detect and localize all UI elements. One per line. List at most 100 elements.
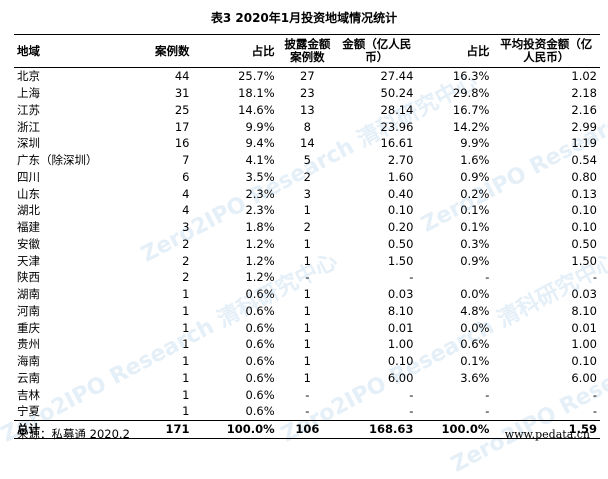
cell-amount-share: 9.9% [460,136,490,151]
cell-amount-share: - [485,404,490,419]
cell-disclosed-cases: 1 [303,370,311,385]
cell-amount: 16.61 [380,136,414,151]
cell-amount-share: 0.1% [460,203,490,218]
cell-avg-amount: 1.02 [571,69,597,84]
cell-region: 四川 [17,169,40,184]
cell-amount: 0.50 [387,236,414,251]
cell-cases: 1 [182,354,190,369]
cell-cases: 1 [182,303,190,318]
cell-case-share: 0.6% [245,387,275,402]
table-row: 湖北 4 2.3% 1 0.10 0.1% 0.10 [14,202,600,219]
cell-cases: 6 [182,169,190,184]
cell-disclosed-cases: 1 [303,253,311,268]
cell-avg-amount: - [592,404,597,419]
table-row: 贵州 1 0.6% 1 1.00 0.6% 1.00 [14,336,600,353]
cell-region: 福建 [17,220,40,235]
cell-disclosed-cases: 1 [303,287,311,302]
cell-case-share: 0.6% [245,354,275,369]
cell-avg-amount: 8.10 [571,303,597,318]
cell-cases: 1 [182,287,190,302]
table-row: 深圳 16 9.4% 14 16.61 9.9% 1.19 [14,135,600,152]
header-avg-amount: 平均投资金额（亿人民币） [492,34,600,68]
cell-amount: 0.40 [387,186,414,201]
cell-region: 江苏 [17,102,40,117]
cell-disclosed-cases: 2 [303,169,311,184]
header-case-share: 占比 [192,34,278,68]
cell-case-share: 1.2% [245,236,275,251]
cell-avg-amount: 0.54 [571,153,597,168]
table-row: 云南 1 0.6% 1 6.00 3.6% 6.00 [14,370,600,387]
cell-region: 云南 [17,370,40,385]
cell-amount-share: 29.8% [452,86,490,101]
header-amount: 金额（亿人民币） [337,34,417,68]
cell-amount-share: 0.6% [460,337,490,352]
cell-avg-amount: - [592,270,597,285]
table-row: 陕西 2 1.2% - - - - [14,269,600,286]
cell-disclosed-cases: 2 [303,220,311,235]
cell-amount: 23.96 [380,119,414,134]
cell-amount-share: 0.3% [460,236,490,251]
cell-region: 北京 [17,69,40,84]
cell-disclosed-cases: 1 [303,354,311,369]
table-row: 浙江 17 9.9% 8 23.96 14.2% 2.99 [14,118,600,135]
cell-avg-amount: 2.16 [571,102,597,117]
cell-cases: 1 [182,387,190,402]
cell-disclosed-cases: 14 [300,136,315,151]
total-cell-amount: 168.63 [337,419,417,439]
cell-avg-amount: 0.01 [571,320,597,335]
cell-disclosed-cases: 1 [303,320,311,335]
region-investment-table: 地域 案例数 占比 披露金额案例数 金额（亿人民币） 占比 平均投资金额（亿人民… [14,34,600,439]
cell-cases: 25 [174,102,190,117]
cell-cases: 4 [182,186,190,201]
source-note: 来源：私募通 2020.2 [17,427,130,441]
cell-amount-share: 3.6% [460,370,490,385]
cell-amount: 1.00 [387,337,414,352]
cell-amount: 1.50 [387,253,414,268]
cell-region: 贵州 [17,337,40,352]
cell-case-share: 0.6% [245,320,275,335]
cell-region: 浙江 [17,119,40,134]
cell-avg-amount: 0.50 [571,236,597,251]
cell-region: 河南 [17,303,40,318]
cell-amount: 27.44 [380,69,414,84]
cell-region: 重庆 [17,320,40,335]
cell-disclosed-cases: - [305,404,310,419]
table-row: 北京 44 25.7% 27 27.44 16.3% 1.02 [14,68,600,85]
table-row: 吉林 1 0.6% - - - - [14,386,600,403]
cell-disclosed-cases: 1 [303,203,311,218]
cell-case-share: 14.6% [238,102,275,117]
cell-amount-share: - [485,387,490,402]
cell-case-share: 3.5% [245,169,275,184]
cell-cases: 2 [182,270,190,285]
table-row: 江苏 25 14.6% 13 28.14 16.7% 2.16 [14,102,600,119]
cell-amount: 0.20 [387,220,414,235]
cell-amount: 0.03 [387,287,414,302]
cell-disclosed-cases: 23 [300,86,315,101]
cell-region: 安徽 [17,236,40,251]
table-row: 海南 1 0.6% 1 0.10 0.1% 0.10 [14,353,600,370]
cell-amount-share: 0.0% [460,320,490,335]
cell-case-share: 1.8% [245,220,275,235]
cell-disclosed-cases: 8 [303,119,311,134]
cell-case-share: 18.1% [238,86,275,101]
cell-cases: 4 [182,203,190,218]
cell-disclosed-cases: 1 [303,303,311,318]
cell-avg-amount: 0.03 [571,287,597,302]
cell-cases: 17 [174,119,190,134]
cell-amount: 8.10 [387,303,414,318]
total-cell-disclosed-cases: 106 [277,419,338,439]
table-row: 安徽 2 1.2% 1 0.50 0.3% 0.50 [14,236,600,253]
cell-amount: - [409,404,414,419]
cell-region: 陕西 [17,270,40,285]
cell-region: 湖南 [17,287,40,302]
table-row: 宁夏 1 0.6% - - - - [14,403,600,420]
cell-amount: 0.01 [387,320,414,335]
cell-avg-amount: 0.80 [571,169,597,184]
table-title: 表3 2020年1月投资地域情况统计 [210,11,398,25]
cell-amount-share: 16.3% [452,69,490,84]
cell-avg-amount: 0.13 [571,186,597,201]
cell-case-share: 25.7% [238,69,275,84]
cell-cases: 3 [182,220,190,235]
cell-region: 天津 [17,253,40,268]
cell-amount-share: 1.6% [460,153,490,168]
